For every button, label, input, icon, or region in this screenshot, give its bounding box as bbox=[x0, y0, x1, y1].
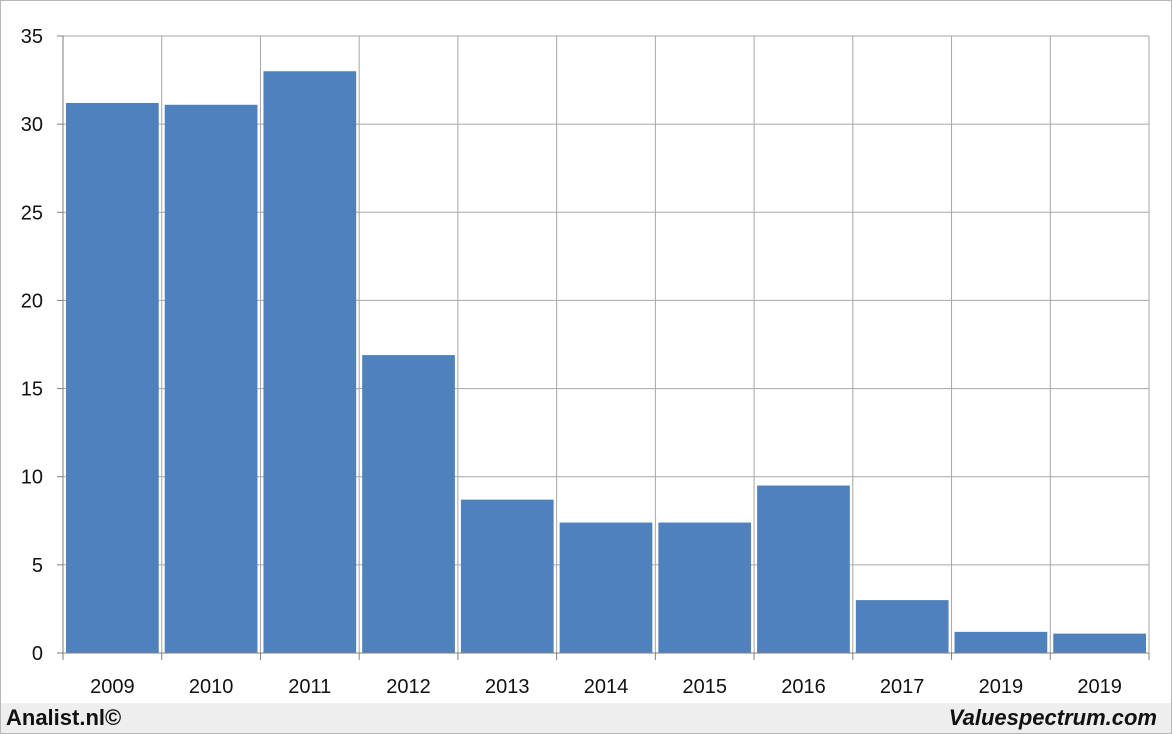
bar bbox=[559, 522, 653, 653]
bar bbox=[164, 104, 258, 654]
x-tick-label: 2017 bbox=[880, 676, 925, 698]
bar bbox=[757, 485, 850, 653]
y-tick-label: 30 bbox=[21, 114, 43, 136]
x-tick-label: 2009 bbox=[90, 676, 135, 698]
x-tick-label: 2019 bbox=[1077, 676, 1122, 698]
x-tick-label: 2015 bbox=[682, 676, 727, 698]
y-tick-label: 10 bbox=[21, 467, 43, 489]
footer-bar: Analist.nl© Valuespectrum.com bbox=[1, 703, 1171, 733]
x-tick-label: 2010 bbox=[189, 676, 234, 698]
bar bbox=[66, 102, 159, 653]
y-tick-label: 15 bbox=[21, 379, 43, 401]
bar bbox=[658, 522, 752, 653]
footer-source-right: Valuespectrum.com bbox=[948, 705, 1157, 730]
footer-source-left: Analist.nl© bbox=[6, 705, 122, 730]
x-tick-label: 2012 bbox=[386, 676, 431, 698]
bar bbox=[460, 499, 554, 653]
bar bbox=[1053, 633, 1146, 653]
x-tick-label: 2013 bbox=[485, 676, 530, 698]
y-tick-label: 25 bbox=[21, 202, 43, 224]
y-tick-label: 5 bbox=[32, 555, 43, 577]
bar bbox=[954, 631, 1048, 653]
bar-chart: 0 5 10 15 20 25 30 35 2009 2010 2011 2012 2013 2014 20… bbox=[21, 26, 1150, 698]
x-tick-label: 2016 bbox=[781, 676, 826, 698]
bar bbox=[855, 600, 949, 653]
x-tick-label: 2011 bbox=[288, 676, 331, 698]
y-tick-label: 0 bbox=[32, 643, 43, 665]
y-tick-label: 35 bbox=[21, 26, 43, 48]
x-tick-label: 2019 bbox=[979, 676, 1024, 698]
bar bbox=[263, 71, 357, 653]
y-tick-label: 20 bbox=[21, 290, 43, 312]
bar bbox=[362, 355, 455, 653]
x-tick-label: 2014 bbox=[584, 676, 629, 698]
